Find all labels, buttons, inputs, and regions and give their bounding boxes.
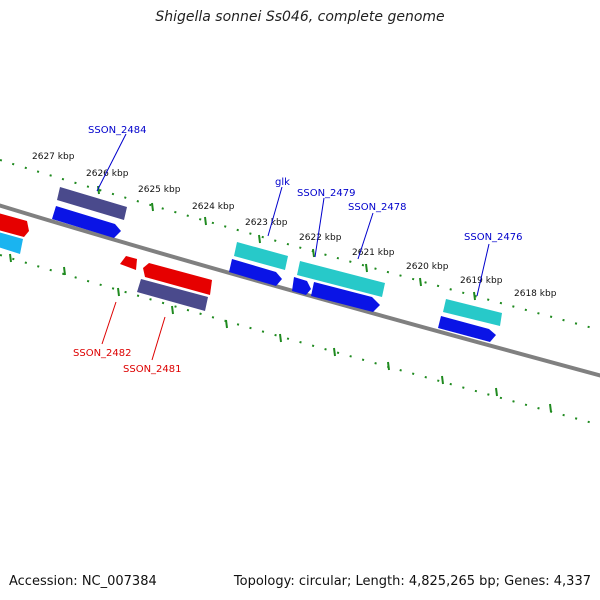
major-tick [97,185,100,195]
scale-label: 2624 kbp [192,202,235,212]
gene-label-glk[interactable]: glk [275,177,290,188]
gene-label-sson-2476[interactable]: SSON_2476 [464,232,523,243]
major-tick [473,291,476,301]
major-tick-inner [225,319,228,329]
major-tick-inner [495,387,498,397]
major-tick [258,234,261,244]
major-tick-inner [9,253,12,263]
gene-label-sson-2478[interactable]: SSON_2478 [348,202,407,213]
major-tick-inner [279,333,282,343]
cds-ssoN2479-outer[interactable] [297,261,385,297]
cds-ssoN2481-inner[interactable] [137,279,208,311]
scale-ring-inner [0,254,600,426]
gene-label-sson-2479[interactable]: SSON_2479 [297,188,356,199]
map-title: Shigella sonnei Ss046, complete genome [155,9,445,25]
major-tick [419,277,422,287]
major-tick-inner [117,287,120,297]
scale-label: 2618 kbp [514,289,557,299]
cds-glk-outer[interactable] [234,242,288,270]
cds-ssoN2478-inner[interactable] [311,282,380,312]
scale-ring-outer [0,159,600,331]
major-tick-inner [549,403,552,413]
genome-stats-text: Topology: circular; Length: 4,825,265 bp… [233,574,591,589]
gene-label-sson-2481[interactable]: SSON_2481 [123,364,182,375]
accession-text: Accession: NC_007384 [9,574,157,589]
scale-label: 2621 kbp [352,248,395,258]
cds-red-left[interactable] [0,213,29,237]
major-tick [204,216,207,226]
genome-backbone [0,203,600,378]
cds-ssoN2476-inner[interactable] [438,316,496,342]
scale-label: 2622 kbp [299,233,342,243]
scale-label: 2619 kbp [460,276,503,286]
major-ticks [9,185,552,413]
scale-label: 2627 kbp [32,152,75,162]
gene-features [0,187,502,342]
major-tick-inner [171,305,174,315]
major-tick-inner [63,266,66,276]
cds-glk-inner[interactable] [229,259,282,286]
scale-label: 2623 kbp [245,218,288,228]
scale-label: 2620 kbp [406,262,449,272]
cds-ssoN2484-outer[interactable] [57,187,127,220]
scale-labels: 2627 kbp 2626 kbp 2625 kbp 2624 kbp 2623 kbp… [32,152,557,299]
scale-label: 2626 kbp [86,169,129,179]
major-tick-inner [441,375,444,385]
scale-label: 2625 kbp [138,185,181,195]
cds-ssoN2479-small[interactable] [292,277,311,295]
major-tick [312,248,315,258]
gene-label-sson-2482[interactable]: SSON_2482 [73,348,132,359]
cds-ssoN2482[interactable] [120,256,137,270]
major-tick [151,202,154,212]
label-leaders [96,133,490,361]
cds-ssoN2484-inner[interactable] [52,206,121,238]
cds-skyblue-left[interactable] [0,232,23,254]
cds-ssoN2476-outer[interactable] [443,299,502,326]
major-tick-inner [333,347,336,357]
gene-label-sson-2484[interactable]: SSON_2484 [88,125,147,136]
major-tick-inner [387,361,390,371]
cds-ssoN2481-outer[interactable] [143,263,212,295]
major-tick [365,263,368,273]
